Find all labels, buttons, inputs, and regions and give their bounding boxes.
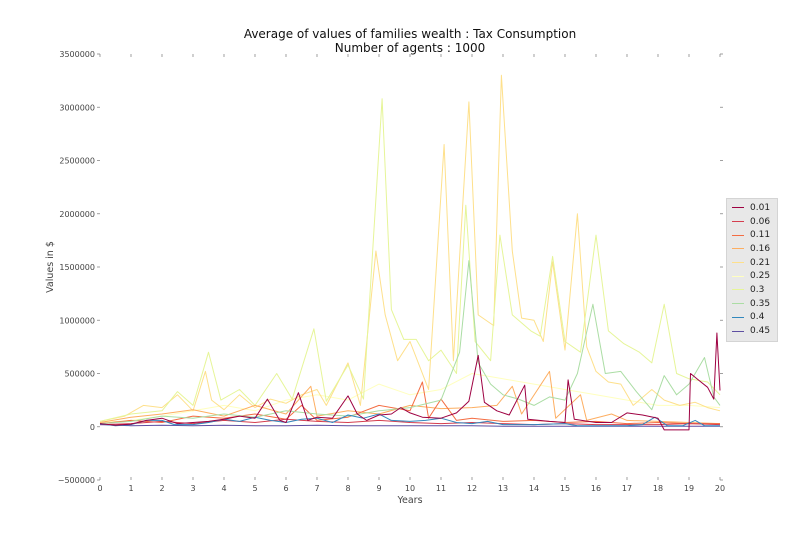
legend-label: 0.21 [750, 257, 771, 268]
legend-item: 0.25 [727, 269, 777, 283]
legend-swatch [732, 289, 744, 291]
legend-swatch [732, 275, 744, 277]
y-tick-label: 1000000 [59, 316, 95, 325]
legend-item: 0.01 [727, 201, 777, 215]
legend-item: 0.3 [727, 283, 777, 297]
x-tick-label: 1 [128, 484, 133, 493]
x-tick-label: 11 [436, 484, 446, 493]
x-tick-label: 16 [591, 484, 601, 493]
legend-label: 0.3 [750, 284, 765, 295]
x-tick-label: 4 [221, 484, 226, 493]
legend-label: 0.35 [750, 298, 771, 309]
y-axis-label-text: Values in $ [45, 241, 56, 293]
series-line-0-01 [99, 332, 721, 431]
legend-item: 0.11 [727, 228, 777, 242]
legend-label: 0.45 [750, 326, 771, 337]
chart-legend: 0.01 0.06 0.11 0.16 0.21 0.25 0.3 0.35 0.4 0.45 [726, 198, 778, 342]
x-tick-label: 3 [190, 484, 195, 493]
x-tick-label: 8 [345, 484, 350, 493]
x-tick-label: 2 [159, 484, 164, 493]
y-tick-label: 500000 [64, 370, 95, 379]
series-line-0-11 [99, 381, 720, 425]
legend-swatch [732, 248, 744, 250]
y-axis-label: Values in $ [45, 241, 56, 293]
legend-item: 0.4 [727, 311, 777, 325]
x-tick-label: 7 [314, 484, 319, 493]
x-tick-label: 15 [560, 484, 570, 493]
x-tick-label: 19 [684, 484, 694, 493]
legend-swatch [732, 234, 744, 236]
x-tick-label: 10 [405, 484, 415, 493]
x-tick-label: 13 [498, 484, 508, 493]
series-line-0-21 [99, 74, 721, 422]
x-tick-label: 17 [622, 484, 632, 493]
plot-area [99, 74, 721, 431]
x-tick-label: 0 [97, 484, 102, 493]
series-line-0-06 [99, 418, 721, 426]
y-tick-label: −500000 [58, 476, 95, 485]
x-tick-label: 9 [376, 484, 381, 493]
x-tick-label: 5 [252, 484, 257, 493]
legend-swatch [732, 330, 744, 332]
legend-swatch [732, 262, 744, 264]
legend-item: 0.21 [727, 256, 777, 270]
legend-item: 0.06 [727, 215, 777, 229]
legend-swatch [732, 221, 744, 223]
y-tick-label: 3500000 [59, 50, 95, 59]
legend-label: 0.25 [750, 271, 771, 282]
legend-item: 0.45 [727, 324, 777, 338]
x-axis-label: Years [396, 495, 422, 506]
legend-swatch [732, 303, 744, 305]
legend-item: 0.16 [727, 242, 777, 256]
legend-label: 0.01 [750, 202, 771, 213]
y-tick-label: 0 [90, 423, 95, 432]
legend-label: 0.4 [750, 312, 765, 323]
legend-swatch [732, 316, 744, 318]
legend-item: 0.35 [727, 297, 777, 311]
legend-label: 0.16 [750, 243, 771, 254]
chart-title: Average of values of families wealth : T… [243, 27, 577, 41]
axis-ticks: 0 1 2 3 4 5 6 7 8 9 10 11 12 13 14 15 16 17 18 19 20−5000000… [58, 50, 725, 493]
legend-label: 0.06 [750, 216, 771, 227]
y-tick-label: 1500000 [59, 263, 95, 272]
chart-subtitle: Number of agents : 1000 [334, 41, 486, 55]
x-tick-label: 14 [529, 484, 539, 493]
x-tick-label: 12 [467, 484, 477, 493]
x-tick-label: 6 [283, 484, 288, 493]
series-line-0-4 [99, 413, 720, 427]
series-line-0-25 [99, 373, 721, 423]
legend-label: 0.11 [750, 230, 771, 241]
legend-swatch [732, 207, 744, 209]
y-tick-label: 3000000 [59, 103, 95, 112]
x-tick-label: 20 [715, 484, 725, 493]
series-line-0-3 [99, 98, 721, 422]
y-tick-label: 2500000 [59, 157, 95, 166]
y-tick-label: 2000000 [59, 210, 95, 219]
series-line-0-35 [99, 260, 721, 425]
x-tick-label: 18 [653, 484, 663, 493]
